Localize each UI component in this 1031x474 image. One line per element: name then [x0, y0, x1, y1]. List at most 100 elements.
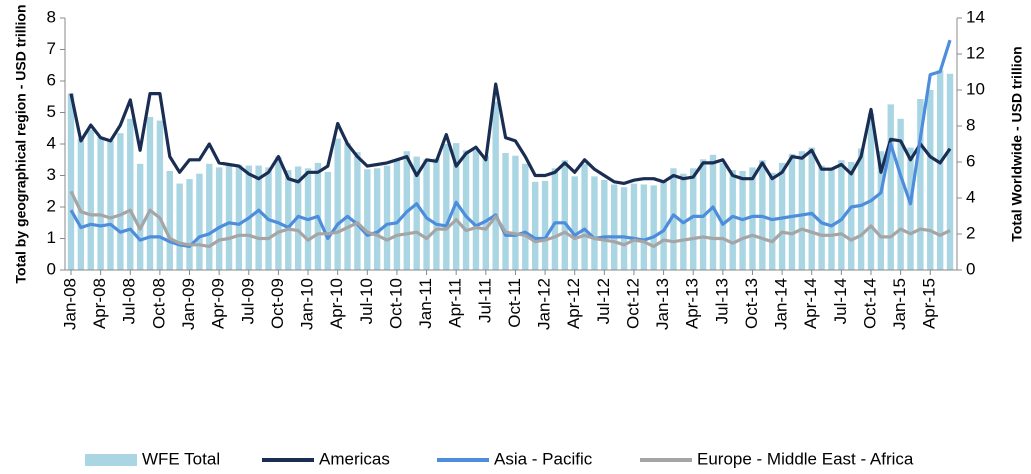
- bar: [709, 154, 717, 270]
- bar: [373, 168, 381, 270]
- y-axis-label: Total by geographical region - USD trill…: [13, 5, 29, 284]
- bar: [344, 143, 351, 270]
- legend-label: Americas: [319, 449, 390, 468]
- x-tick-label: Oct-10: [386, 278, 405, 329]
- bar: [482, 155, 490, 270]
- x-tick-label: Jan-14: [772, 278, 791, 330]
- x-tick-label: Jan-10: [298, 278, 317, 330]
- y2-tick-label: 12: [966, 43, 985, 62]
- bar: [136, 163, 144, 270]
- x-tick-label: Oct-11: [505, 278, 524, 328]
- legend-swatch: [85, 454, 137, 466]
- bar: [818, 165, 825, 270]
- line-series: [69, 82, 952, 185]
- bar: [690, 168, 697, 270]
- bar: [719, 162, 727, 270]
- bar: [591, 176, 598, 270]
- legend-label: Europe - Middle East - Africa: [697, 449, 914, 468]
- bar: [423, 159, 430, 270]
- bar: [838, 160, 845, 270]
- x-tick-label: Jan-08: [60, 278, 79, 330]
- bar: [917, 99, 924, 270]
- bar: [492, 101, 499, 270]
- y-tick-label: 6: [47, 70, 56, 89]
- y-tick-label: 2: [47, 196, 56, 215]
- x-tick-label: Jan-09: [179, 278, 198, 330]
- x-tick-label: Oct-13: [742, 278, 761, 329]
- bar: [788, 153, 796, 270]
- y2-axis-label: Total Worldwide - USD trillion: [1009, 46, 1025, 241]
- bar: [927, 90, 934, 270]
- bar: [561, 160, 569, 270]
- line-series: [69, 190, 951, 248]
- bar: [798, 151, 806, 270]
- y-tick-label: 1: [47, 228, 56, 247]
- x-tick-label: Jan-11: [416, 278, 435, 329]
- bar: [383, 165, 391, 270]
- bar: [186, 179, 193, 270]
- bar: [215, 167, 223, 270]
- bar: [769, 172, 776, 270]
- y-tick-label: 3: [47, 165, 56, 184]
- x-tick-label: Jul-10: [357, 278, 376, 324]
- x-tick-label: Oct-08: [149, 278, 168, 329]
- bar: [848, 162, 855, 270]
- bar: [443, 144, 450, 270]
- bar: [225, 164, 233, 270]
- line-series: [69, 39, 952, 248]
- bar: [67, 93, 75, 270]
- bar: [206, 163, 213, 270]
- bar: [857, 148, 865, 270]
- x-tick-label: Apr-13: [683, 278, 702, 329]
- x-tick-label: Apr-09: [209, 278, 228, 329]
- x-tick-label: Jul-14: [831, 278, 850, 324]
- y-tick-label: 4: [47, 133, 56, 152]
- bar: [107, 140, 114, 270]
- bar: [512, 155, 519, 270]
- bar: [630, 183, 638, 270]
- bar: [522, 163, 529, 270]
- legend-label: WFE Total: [142, 449, 220, 468]
- bar: [146, 117, 154, 270]
- x-tick-label: Jul-13: [712, 278, 731, 324]
- bar: [640, 184, 648, 270]
- bar: [324, 171, 331, 270]
- y2-tick-label: 6: [966, 151, 975, 170]
- bar: [808, 147, 815, 270]
- y2-tick-label: 4: [966, 187, 975, 206]
- y-tick-label: 8: [47, 7, 56, 26]
- x-tick-label: Apr-14: [801, 278, 820, 329]
- bar: [255, 165, 262, 270]
- bar: [620, 187, 628, 270]
- x-tick-label: Jan-12: [535, 278, 554, 330]
- bar: [867, 113, 875, 271]
- bar: [364, 169, 371, 270]
- y2-tick-label: 0: [966, 259, 975, 278]
- bar: [531, 181, 539, 270]
- bar: [285, 170, 292, 270]
- legend-label: Asia - Pacific: [494, 449, 593, 468]
- bar: [571, 176, 578, 270]
- x-tick-label: Apr-08: [90, 278, 109, 329]
- x-tick-label: Jan-13: [653, 278, 672, 330]
- bar: [897, 118, 904, 270]
- bar: [502, 153, 509, 270]
- x-tick-label: Apr-15: [920, 278, 939, 329]
- x-tick-label: Oct-09: [268, 278, 287, 329]
- bar: [334, 138, 341, 270]
- y-tick-label: 0: [47, 259, 56, 278]
- bar: [354, 152, 361, 270]
- bar: [729, 170, 736, 270]
- x-tick-label: Jan-15: [890, 278, 909, 330]
- bar: [393, 160, 401, 270]
- bar: [413, 156, 420, 270]
- bar: [176, 183, 183, 270]
- y2-tick-label: 10: [966, 79, 985, 98]
- x-tick-label: Apr-12: [564, 278, 583, 329]
- bar: [156, 120, 164, 270]
- bar: [611, 184, 618, 270]
- x-tick-label: Oct-14: [860, 278, 879, 329]
- bar: [235, 164, 243, 270]
- bar: [472, 150, 480, 270]
